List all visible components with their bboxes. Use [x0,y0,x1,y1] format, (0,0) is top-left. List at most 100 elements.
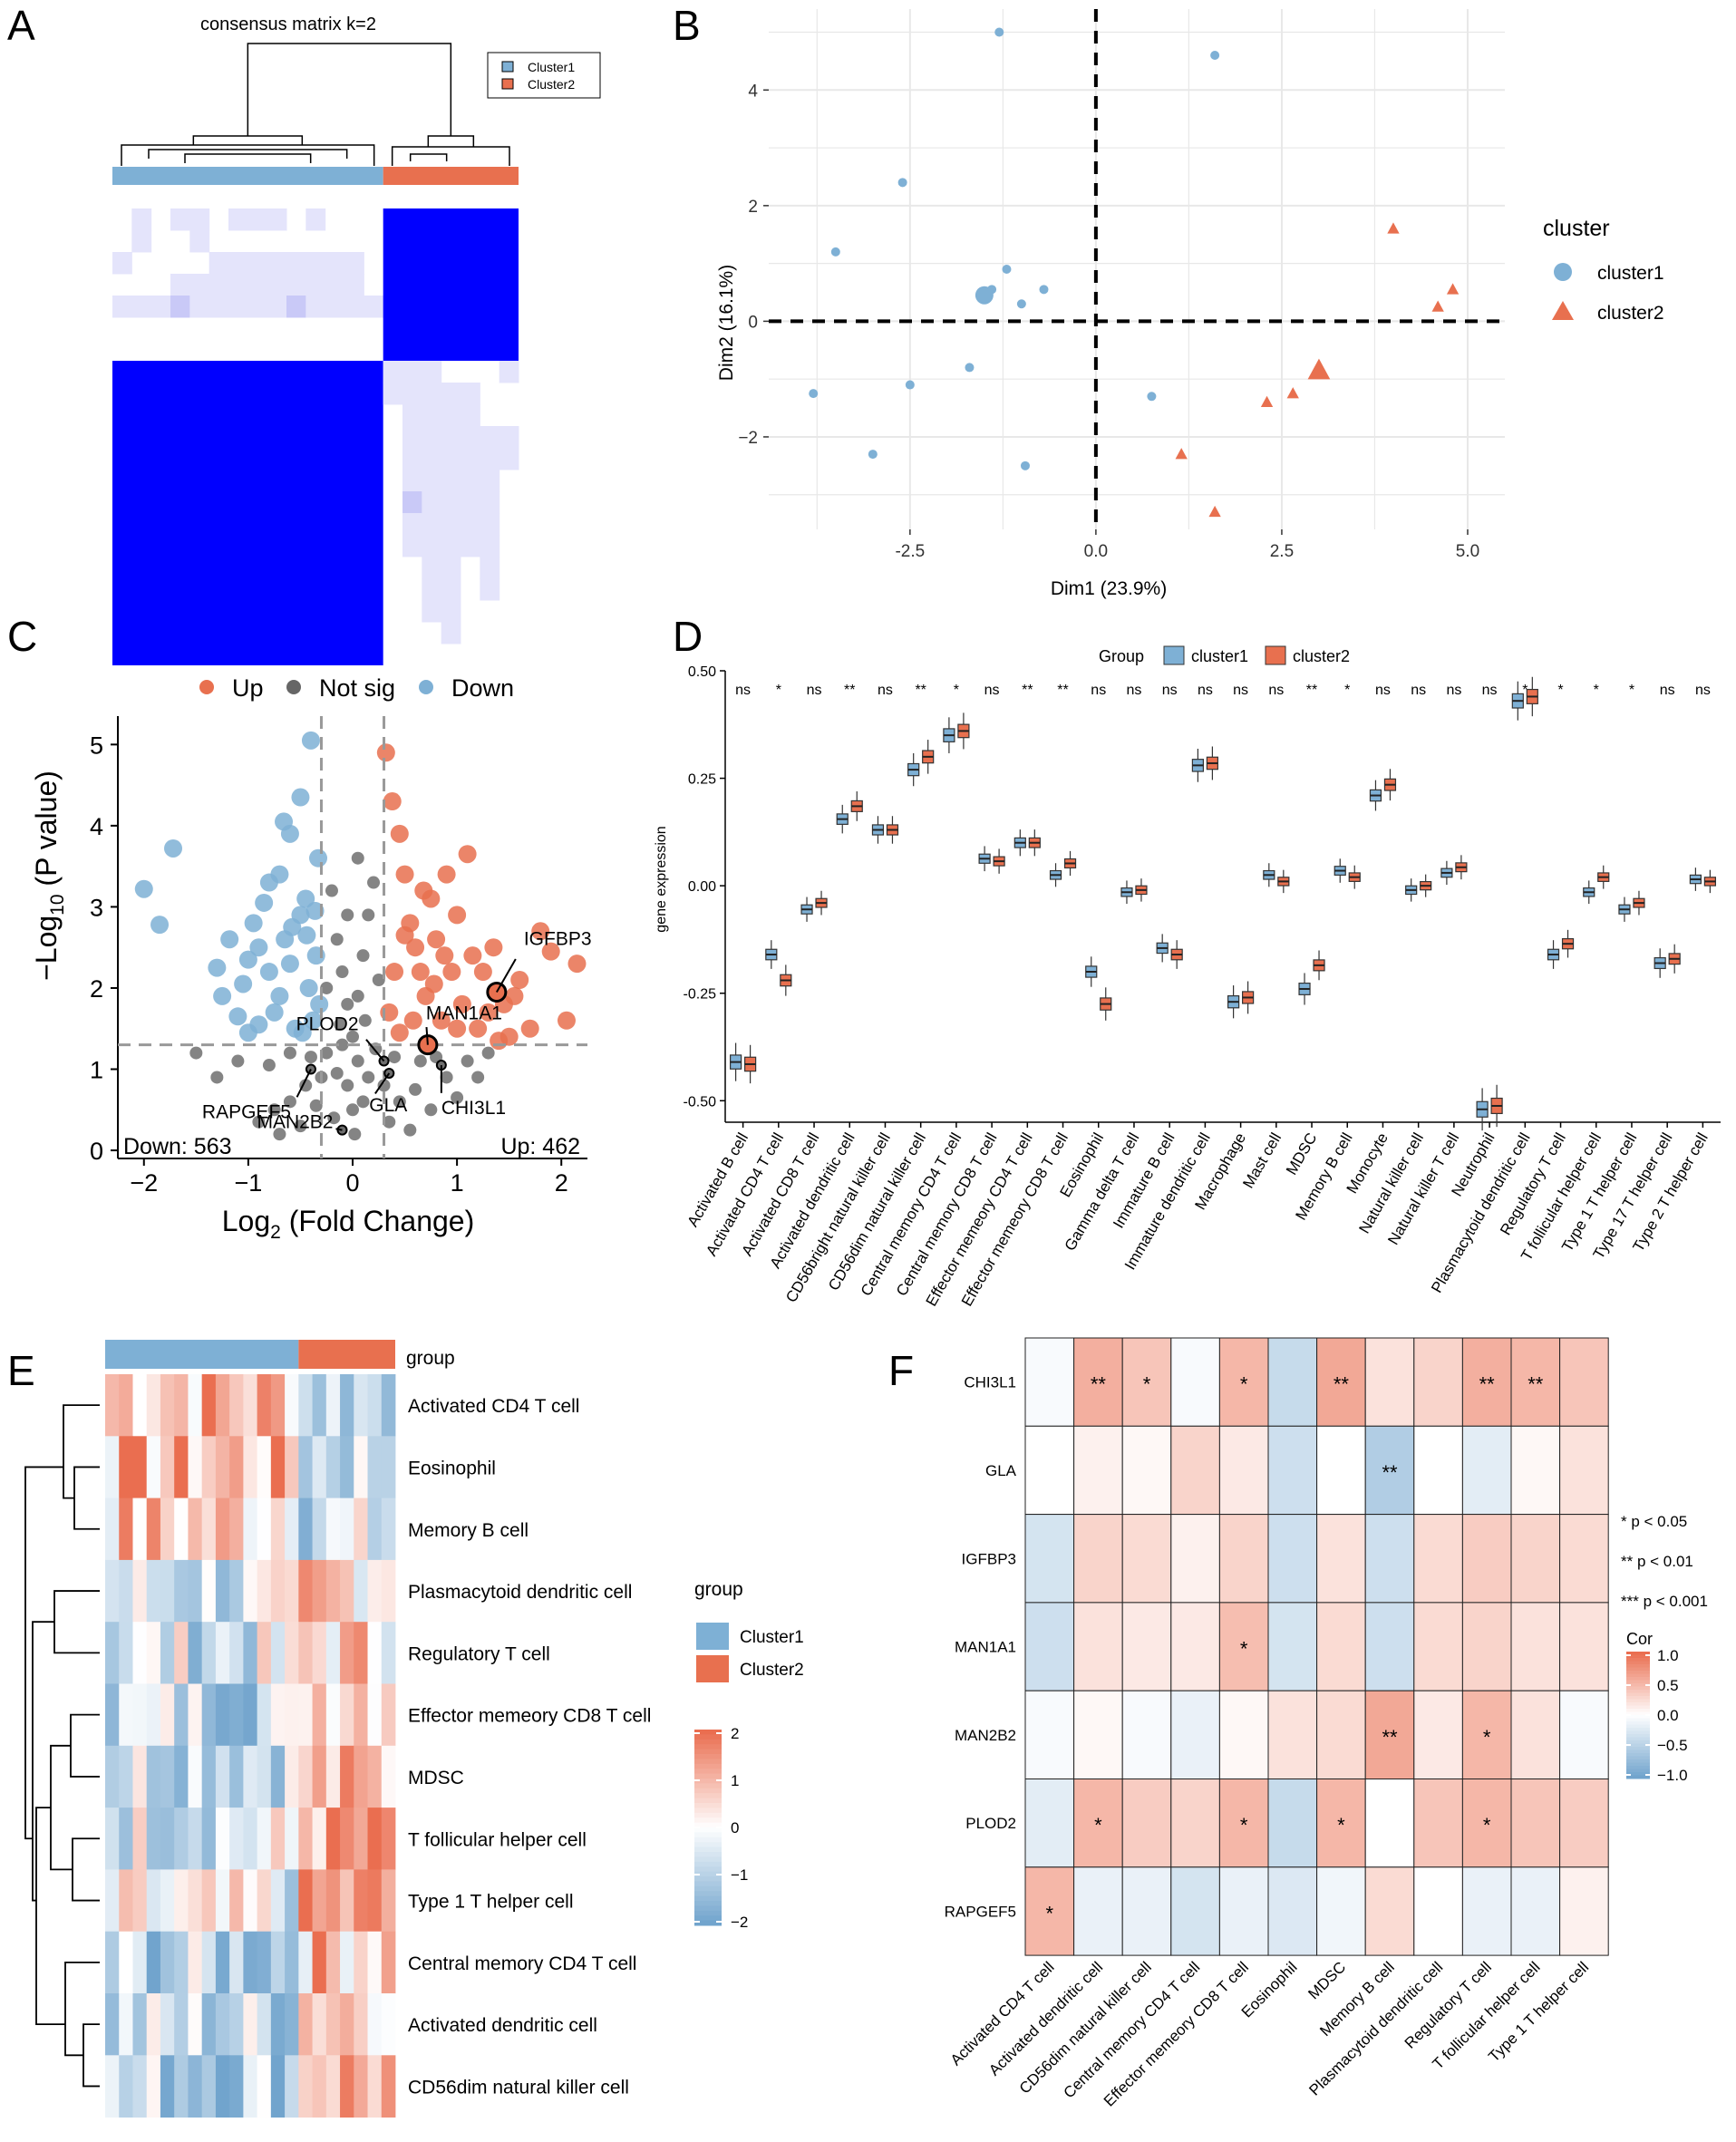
heatmap-cell [285,1622,299,1684]
gene-leader-line [365,1039,385,1062]
y-tick-label: 0.50 [688,664,716,680]
significance-label: ns [1127,683,1142,698]
heatmap-cell [381,1808,396,1870]
matrix-cell-light [441,470,461,492]
point-not-sig [210,1071,224,1084]
heatmap-cell [381,1869,396,1933]
scale-tick-label: 0 [731,1819,739,1837]
scale-step [694,1910,722,1916]
panel-f-correlation-heatmap: * p < 0.05 ** p < 0.01 *** p < 0.001 Cor… [945,1337,1708,2110]
significance-label: ** [1057,683,1068,698]
row-label: PLOD2 [965,1815,1016,1832]
scale-step [694,1827,722,1833]
panel-c-legend-notsig: Not sig [319,674,395,702]
point-down [244,914,263,933]
matrix-cell-light [480,513,500,536]
point-up [479,1003,498,1022]
heatmap-cell [381,1622,396,1684]
heatmap-cell [105,1683,120,1747]
heatmap-cell [312,1497,327,1561]
heatmap-cell [270,1683,286,1747]
scale-step [694,1808,722,1814]
heatmap-cell [160,2055,175,2118]
point-cluster1 [868,450,878,460]
heatmap-cell [257,1374,272,1437]
point-not-sig [320,1046,334,1060]
matrix-cell-light [422,491,442,514]
heatmap-cell [160,1622,175,1684]
corr-cell [1024,1690,1075,1779]
heatmap-cell [229,1436,244,1498]
matrix-cell-light [402,448,422,470]
point-down [304,1011,323,1030]
heatmap-cell [215,1436,230,1498]
corr-cell [1121,1690,1172,1779]
corr-cell [1413,1602,1463,1691]
heatmap-cell [188,1622,203,1684]
panel-f-pvalue-legend-3: *** p < 0.001 [1621,1593,1708,1610]
heatmap-cell [340,1497,354,1561]
corr-cell [1559,1779,1609,1868]
matrix-block-cluster1 [112,361,383,665]
point-up [424,974,443,993]
panel-c-up-count: Up: 462 [500,1134,580,1159]
matrix-cell-light [461,535,480,557]
corr-cell [1073,1866,1123,1956]
matrix-cell-light [441,513,461,536]
point-not-sig [383,1115,396,1129]
scale-tick-label: 0.0 [1657,1707,1679,1724]
heatmap-cell [174,1683,189,1747]
gene-leader-line [425,1026,429,1045]
corr-cell [1413,1514,1463,1604]
heatmap-cell [215,1559,230,1623]
point-down [309,848,328,867]
gene-label: MAN2B2 [257,1112,333,1133]
heatmap-cell [119,1436,133,1498]
corr-cell [1510,1425,1561,1516]
matrix-cell-light [112,296,132,318]
row-label: Central memory CD4 T cell [408,1953,636,1974]
matrix-cell-light [286,252,306,275]
heatmap-cell [340,1993,354,2056]
matrix-cell-light [441,622,461,645]
scale-step [694,1837,722,1843]
matrix-cell-light [402,470,422,492]
scale-step [1626,1756,1650,1760]
corr-cell [1121,1866,1172,1956]
scale-step [694,1861,722,1867]
panel-e-heatmap: group group Cluster1 Cluster2 Activated … [24,1340,804,2118]
point-down [238,950,257,969]
scale-step [694,1895,722,1902]
heatmap-cell [243,1993,258,2056]
heatmap-cell [270,1993,286,2056]
point-cluster1 [994,27,1004,37]
scale-step [1626,1661,1650,1665]
point-up [541,942,560,961]
heatmap-cell [215,1497,230,1561]
point-up [490,1032,509,1051]
heatmap-cell [146,1559,161,1623]
matrix-cell-light [461,383,480,405]
gene-label: MAN1A1 [426,1003,502,1024]
heatmap-cell [325,1745,341,1808]
dendro-lower [50,1713,100,1902]
heatmap-cell [229,1931,244,1994]
y-tick-label: −2 [738,429,758,448]
panel-d-legend-cluster1: cluster1 [1191,647,1248,665]
heatmap-cell [340,1559,354,1623]
heatmap-cell [132,1497,148,1561]
point-up [406,938,425,957]
dendro-top [63,1404,100,1530]
matrix-cell-light [325,296,345,318]
heatmap-cell [132,1622,148,1684]
heatmap-cell [354,2055,368,2118]
heatmap-cell [105,2055,120,2118]
matrix-cell-light [499,448,519,470]
matrix-cell-light [228,208,248,231]
panel-f-pvalue-legend-1: * p < 0.05 [1621,1513,1687,1530]
scale-step [694,1739,722,1745]
matrix-cell-light [441,578,461,601]
significance-label: ns [1091,683,1106,698]
matrix-cell-light [189,208,210,231]
point-down [164,838,183,858]
